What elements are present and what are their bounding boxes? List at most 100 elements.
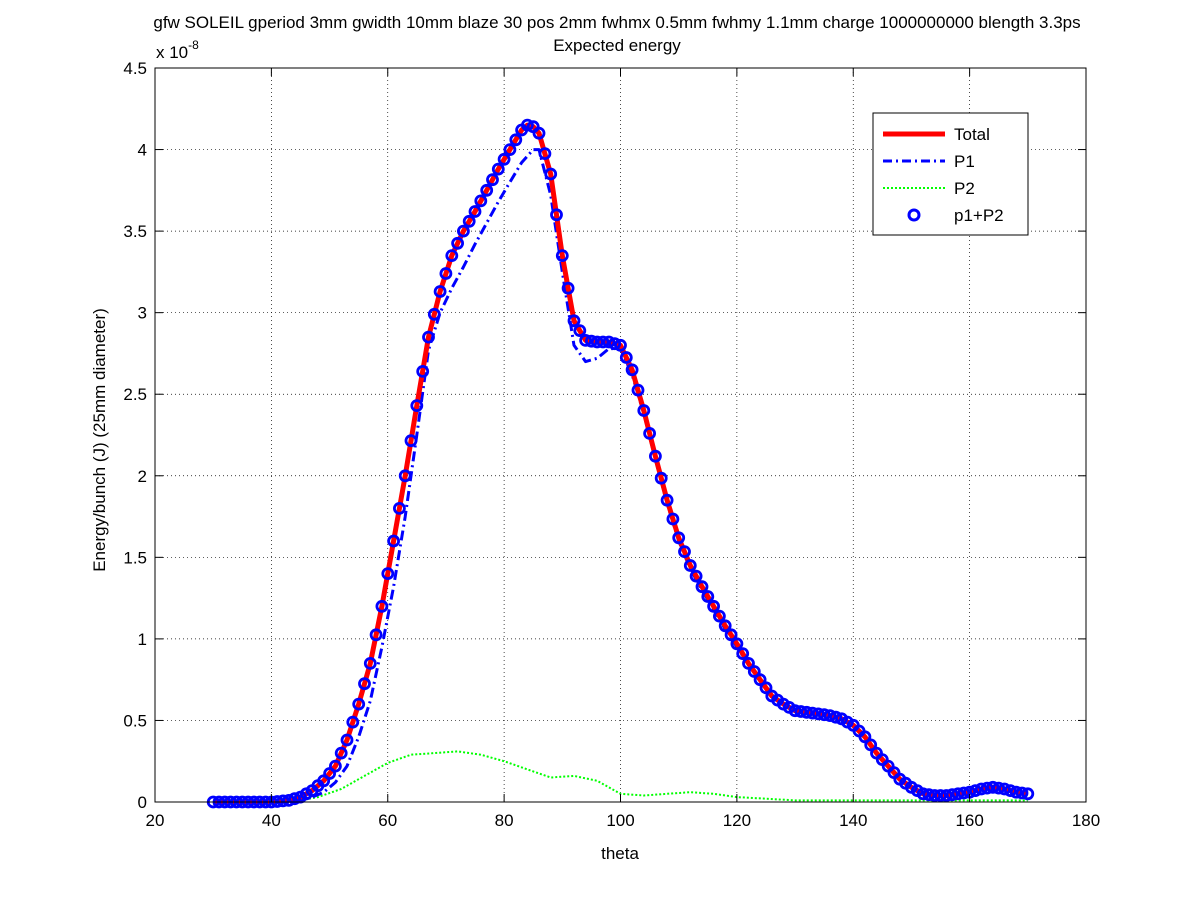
y-tick-label: 2.5 <box>123 385 147 404</box>
series-p1p2-marker <box>806 706 819 720</box>
series-p1p2-marker <box>398 469 412 483</box>
series-p1p2-marker <box>957 786 971 800</box>
series-p1p2-marker <box>369 628 383 642</box>
series-p1p2-marker <box>387 534 401 548</box>
series-p1p2-marker <box>334 746 348 760</box>
x-tick-label: 80 <box>495 811 514 830</box>
x-tick-label: 60 <box>378 811 397 830</box>
series-p1p2-marker <box>1021 787 1035 801</box>
series-p1p2-marker <box>695 580 709 594</box>
series-p1p2-marker <box>672 531 686 545</box>
y-axis-label: Energy/bunch (J) (25mm diameter) <box>90 308 109 572</box>
series-p1p2-marker <box>439 267 453 280</box>
axis-ticks: 20 40 60 80 100 120 140 160 180 0 0.5 1 1.5 2 2.5 3 3.5 4… <box>123 59 1100 830</box>
y-exponent-base: x 10 <box>156 43 188 62</box>
series-p1p2-marker <box>742 657 755 670</box>
y-tick-label: 4 <box>138 141 147 160</box>
series-p1p2-marker <box>276 794 290 808</box>
series-p1p2-marker <box>358 677 371 691</box>
series-p1p2-marker <box>718 619 732 633</box>
series-p1p2-marker <box>328 759 342 773</box>
series-p1p2-marker <box>521 118 534 132</box>
series-p1p2-marker <box>823 709 837 722</box>
series-p1p2-marker <box>934 789 947 802</box>
series-p1p2-marker <box>649 449 662 463</box>
series-p1p2-marker <box>829 710 843 724</box>
series-p1p2-marker <box>678 545 691 558</box>
series-p1p2-marker <box>381 567 395 580</box>
series-p1p2-marker <box>410 399 424 413</box>
series-p1p2-marker <box>462 214 476 228</box>
series-p1p2-marker <box>666 512 680 526</box>
series-p1p2-marker <box>1009 785 1023 799</box>
series-p1p2-marker <box>375 599 389 613</box>
legend-p1p2-marker <box>907 208 921 222</box>
y-tick-label: 1 <box>138 630 147 649</box>
y-tick-label: 4.5 <box>123 59 147 78</box>
series-p1p2-marker <box>992 781 1006 795</box>
series-p1p2-marker <box>579 333 592 347</box>
series-p1p2-marker <box>468 205 482 218</box>
y-tick-label: 3.5 <box>123 222 147 241</box>
series-p1p2-marker <box>590 335 604 349</box>
series-p1p2-marker <box>864 738 878 752</box>
series-p1p2-marker <box>602 335 616 349</box>
series-p1p2-marker <box>945 788 959 802</box>
x-tick-label: 140 <box>839 811 867 830</box>
series-p1p2-marker <box>940 789 953 802</box>
series-p1p2-marker <box>416 364 430 378</box>
legend-p1p2-label: p1+P2 <box>954 206 1004 225</box>
series-p1p2-marker <box>637 404 651 417</box>
series-p1p2-marker <box>555 249 569 263</box>
series-p1p2-marker <box>701 590 715 603</box>
series-p1p2-marker <box>596 335 610 349</box>
x-tick-label: 180 <box>1072 811 1100 830</box>
series-p1p2-marker <box>392 501 406 515</box>
x-tick-label: 20 <box>146 811 165 830</box>
y-exponent-label: x 10-8 <box>156 38 199 62</box>
series-p1p2-marker <box>747 665 761 678</box>
x-tick-label: 100 <box>606 811 634 830</box>
series-p1p2-marker <box>794 705 808 718</box>
series-p1p2-marker <box>486 173 499 187</box>
y-tick-label: 1.5 <box>123 548 147 567</box>
series-p1p2-marker <box>404 434 418 448</box>
legend-p1-label: P1 <box>954 152 975 171</box>
series-p1p2-marker <box>474 194 488 208</box>
series-p1p2-marker <box>433 285 447 298</box>
series-p1p2-marker <box>509 133 523 147</box>
series-p1p2-marker <box>625 363 639 377</box>
series-p1p2-marker <box>445 249 459 263</box>
series-p1p2-marker <box>544 167 558 181</box>
series-p1p2-marker <box>980 781 994 795</box>
series-p1p2-marker <box>497 152 511 166</box>
series-p1p2-marker <box>713 609 726 623</box>
series-p1p2-marker <box>608 337 622 351</box>
series-p1p2-marker <box>352 697 366 711</box>
series-p1p2-marker <box>759 681 773 695</box>
series-p1p2-marker <box>707 599 720 613</box>
legend-p2-label: P2 <box>954 179 975 198</box>
legend-total-label: Total <box>954 125 990 144</box>
x-tick-label: 40 <box>262 811 281 830</box>
series-p1p2-marker <box>683 559 697 572</box>
chart-subtitle: Expected energy <box>553 36 681 55</box>
series-p1p2-marker <box>858 730 872 744</box>
series-p1p2-marker <box>1004 784 1017 797</box>
series-p1p2-marker <box>800 705 814 719</box>
series-p1p2-marker <box>532 126 546 140</box>
legend-box <box>872 112 1029 236</box>
series-p2-line <box>213 750 1028 803</box>
series-p1p2-marker <box>922 788 936 802</box>
y-tick-label: 3 <box>138 304 147 323</box>
chart-title: gfw SOLEIL gperiod 3mm gwidth 10mm blaze… <box>153 13 1080 32</box>
series-p1p2-marker <box>969 784 982 797</box>
series-p1p2-marker <box>346 715 360 729</box>
series-p1p2-marker <box>491 162 505 176</box>
series-p1p2-marker <box>730 637 744 651</box>
series-p1p2-marker <box>585 334 598 348</box>
series-p1p2-marker <box>654 471 668 485</box>
series-p1p2-marker <box>573 324 587 338</box>
series-p1p2-marker <box>422 330 435 344</box>
series-p1p2-marker <box>724 628 738 642</box>
